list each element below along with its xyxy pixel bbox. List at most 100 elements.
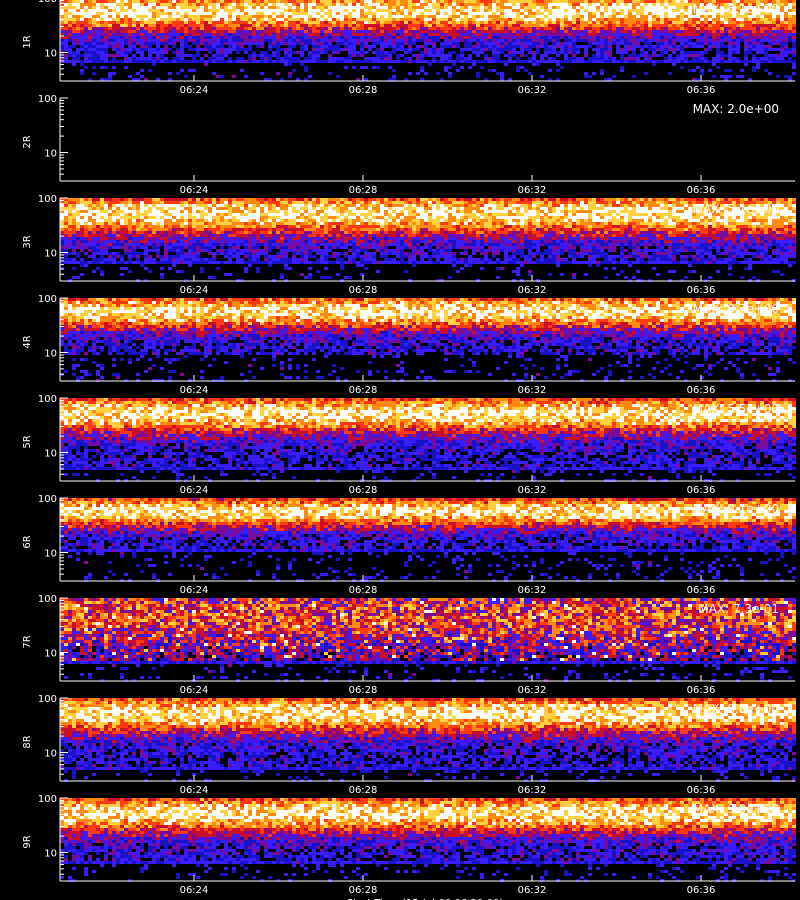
heatmap-cell	[544, 27, 548, 30]
heatmap-cell	[60, 48, 64, 51]
heatmap-cell	[168, 54, 172, 57]
heatmap-cell	[312, 24, 316, 27]
heatmap-cell	[592, 36, 596, 39]
heatmap-cell	[768, 0, 772, 3]
heatmap-cell	[500, 75, 504, 78]
heatmap-cell	[232, 210, 236, 213]
heatmap-cell	[320, 12, 324, 15]
heatmap-cell	[464, 36, 468, 39]
heatmap-cell	[128, 210, 132, 213]
heatmap-cell	[524, 60, 528, 63]
heatmap-cell	[212, 252, 216, 255]
heatmap-cell	[164, 48, 168, 51]
heatmap-cell	[596, 51, 600, 54]
heatmap-cell	[288, 0, 292, 3]
heatmap-cell	[180, 225, 184, 228]
heatmap-cell	[244, 42, 248, 45]
heatmap-cell	[588, 27, 592, 30]
heatmap-cell	[204, 204, 208, 207]
heatmap-cell	[392, 60, 396, 63]
heatmap-cell	[252, 258, 256, 261]
heatmap-cell	[544, 9, 548, 12]
heatmap-cell	[148, 243, 152, 246]
heatmap-cell	[112, 207, 116, 210]
heatmap-cell	[200, 30, 204, 33]
heatmap-cell	[216, 54, 220, 57]
heatmap-cell	[432, 60, 436, 63]
heatmap-cell	[592, 12, 596, 15]
heatmap-cell	[232, 201, 236, 204]
heatmap-cell	[140, 240, 144, 243]
heatmap-cell	[508, 30, 512, 33]
heatmap-cell	[212, 54, 216, 57]
heatmap-cell	[144, 57, 148, 60]
heatmap-cell	[624, 9, 628, 12]
heatmap-cell	[724, 3, 728, 6]
heatmap-cell	[216, 27, 220, 30]
heatmap-cell	[252, 15, 256, 18]
heatmap-cell	[268, 57, 272, 60]
heatmap-cell	[312, 45, 316, 48]
heatmap-cell	[160, 237, 164, 240]
heatmap-cell	[160, 33, 164, 36]
heatmap-cell	[296, 39, 300, 42]
heatmap-cell	[636, 39, 640, 42]
heatmap-cell	[788, 57, 792, 60]
heatmap-cell	[116, 33, 120, 36]
heatmap-cell	[536, 36, 540, 39]
heatmap-cell	[72, 216, 76, 219]
heatmap-cell	[520, 15, 524, 18]
heatmap-cell	[456, 45, 460, 48]
heatmap-cell	[348, 57, 352, 60]
heatmap-cell	[532, 12, 536, 15]
heatmap-cell	[156, 240, 160, 243]
heatmap-cell	[724, 15, 728, 18]
heatmap-cell	[692, 54, 696, 57]
heatmap-cell	[120, 51, 124, 54]
heatmap-cell	[664, 15, 668, 18]
heatmap-cell	[100, 60, 104, 63]
heatmap-cell	[252, 213, 256, 216]
heatmap-cell	[524, 15, 528, 18]
heatmap-cell	[136, 258, 140, 261]
heatmap-cell	[548, 3, 552, 6]
heatmap-cell	[208, 249, 212, 252]
heatmap-cell	[776, 42, 780, 45]
heatmap-cell	[224, 228, 228, 231]
heatmap-cell	[420, 60, 424, 63]
heatmap-cell	[632, 75, 636, 78]
heatmap-cell	[528, 18, 532, 21]
heatmap-cell	[220, 222, 224, 225]
heatmap-cell	[136, 15, 140, 18]
heatmap-cell	[156, 198, 160, 201]
heatmap-cell	[696, 9, 700, 12]
heatmap-cell	[416, 45, 420, 48]
heatmap-cell	[176, 3, 180, 6]
heatmap-cell	[140, 231, 144, 234]
heatmap-cell	[624, 57, 628, 60]
heatmap-cell	[548, 42, 552, 45]
heatmap-cell	[600, 21, 604, 24]
heatmap-cell	[224, 219, 228, 222]
heatmap-cell	[188, 219, 192, 222]
heatmap-cell	[532, 33, 536, 36]
heatmap-cell	[120, 207, 124, 210]
heatmap-cell	[164, 54, 168, 57]
heatmap-cell	[116, 54, 120, 57]
heatmap-cell	[708, 21, 712, 24]
heatmap-cell	[208, 261, 212, 264]
heatmap-cell	[240, 0, 244, 3]
heatmap-cell	[120, 219, 124, 222]
heatmap-cell	[152, 219, 156, 222]
heatmap-cell	[348, 24, 352, 27]
heatmap-cell	[120, 261, 124, 264]
heatmap-cell	[216, 240, 220, 243]
heatmap-cell	[764, 9, 768, 12]
heatmap-cell	[736, 75, 740, 78]
heatmap-cell	[680, 36, 684, 39]
heatmap-cell	[148, 234, 152, 237]
heatmap-cell	[736, 33, 740, 36]
heatmap-cell	[312, 3, 316, 6]
heatmap-cell	[196, 216, 200, 219]
heatmap-cell	[112, 6, 116, 9]
